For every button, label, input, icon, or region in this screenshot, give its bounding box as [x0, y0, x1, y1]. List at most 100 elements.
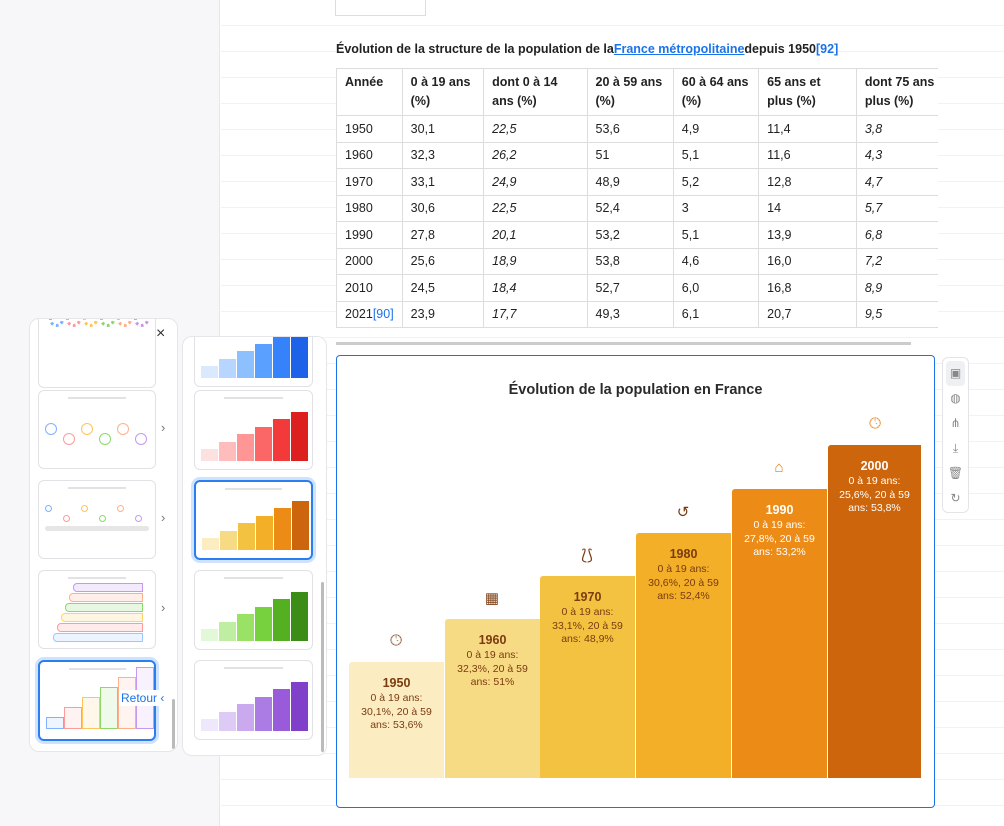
palette-bar	[201, 629, 218, 641]
palette-red[interactable]	[194, 390, 313, 470]
step-bar-1960[interactable]: 1960 0 à 19 ans: 32,3%, 20 à 59 ans: 51%	[445, 619, 540, 778]
palette-bar	[219, 711, 236, 731]
table-cell: 18,9	[483, 247, 588, 275]
table-cell: 2021[90]	[336, 300, 403, 328]
table-cell: 23,9	[401, 300, 485, 328]
palette-bar	[237, 614, 254, 641]
cell-value: 30,6	[410, 201, 436, 216]
table-cell: 12,8	[758, 168, 857, 196]
cell-value: 8,9	[864, 280, 883, 295]
caption-after: depuis 1950	[744, 42, 816, 56]
table-cell: 4,7	[855, 168, 938, 196]
table-cell: 20,7	[758, 300, 857, 328]
palette-bar	[237, 704, 254, 731]
table-cell: 1970	[336, 168, 403, 196]
cell-value: 5,1	[681, 148, 700, 163]
circle-marker	[99, 515, 106, 522]
table-row: 1960 32,3 26,2 51 5,1 11,6 4,3	[336, 141, 938, 169]
table-cell: 2000	[336, 247, 403, 275]
gear-shape	[83, 319, 98, 327]
table-cell: 16,0	[758, 247, 857, 275]
circle-marker	[45, 423, 57, 435]
cell-value: 1960	[345, 148, 373, 163]
step-shape	[64, 707, 82, 729]
uterus-icon: ⟅⟆	[581, 547, 593, 564]
step-bar-1950[interactable]: 1950 0 à 19 ans: 30,1%, 20 à 59 ans: 53,6…	[349, 662, 444, 778]
cell-value: 23,9	[410, 307, 436, 322]
palette-bar	[273, 599, 290, 641]
step-text: 0 à 19 ans: 30,1%, 20 à 59 ans: 53,6%	[361, 692, 432, 731]
column-header: 0 à 19 ans (%)	[401, 68, 485, 116]
cell-value: 2000	[345, 254, 373, 269]
ai-edit-icon[interactable]: ▣	[946, 361, 965, 386]
table-row: 2010 24,5 18,4 52,7 6,0 16,8 8,9	[336, 274, 938, 302]
table-cell: 5,7	[855, 194, 938, 222]
palette-green[interactable]	[194, 570, 313, 650]
cell-value: 5,1	[681, 227, 700, 242]
close-icon[interactable]: ×	[156, 325, 166, 342]
chevron-right-icon[interactable]: ›	[161, 420, 166, 435]
cell-value: 17,7	[492, 307, 517, 322]
back-label: Retour	[121, 691, 158, 705]
palette-bar	[220, 530, 237, 550]
circles-timeline-template[interactable]	[38, 390, 156, 469]
step-bar-1970[interactable]: 1970 0 à 19 ans: 33,1%, 20 à 59 ans: 48,9…	[540, 576, 635, 778]
table-cell: 27,8	[401, 221, 485, 249]
column-header: 60 à 64 ans (%)	[672, 68, 760, 116]
table-cell: 14	[758, 194, 857, 222]
palette-blue[interactable]	[194, 337, 313, 387]
thumb-title-line	[224, 397, 283, 399]
table-cell: 24,9	[483, 168, 588, 196]
table-cell: 4,9	[672, 115, 760, 143]
scrollbar[interactable]	[321, 582, 324, 752]
back-button[interactable]: Retour ‹	[119, 690, 167, 706]
scrollbar[interactable]	[172, 699, 175, 749]
palette-bar	[202, 538, 219, 550]
gear-shape	[134, 319, 149, 327]
palette-bar	[274, 508, 291, 550]
circle-marker	[135, 433, 147, 445]
table-cell: 6,1	[672, 300, 760, 328]
cell-value: 30,1	[410, 121, 436, 136]
gears-template[interactable]	[38, 319, 156, 388]
palette-bar	[201, 366, 218, 378]
table-cell: 1960	[336, 141, 403, 169]
reference-link[interactable]: [92]	[816, 42, 839, 56]
step-bar-2000[interactable]: 2000 0 à 19 ans: 25,6%, 20 à 59 ans: 53,8…	[828, 445, 921, 778]
palette-orange[interactable]	[194, 480, 313, 560]
cell-value: 1980	[345, 201, 373, 216]
circle-marker	[63, 515, 70, 522]
refresh-icon[interactable]: ↻	[950, 491, 961, 505]
layout-icon[interactable]: ⋔	[950, 416, 961, 430]
france-link[interactable]: France métropolitaine	[613, 42, 745, 56]
section-divider	[336, 342, 911, 345]
palette-bar	[237, 434, 254, 461]
column-header: 20 à 59 ans (%)	[586, 68, 674, 116]
table-cell: 5,2	[672, 168, 760, 196]
table-cell: 6,0	[672, 274, 760, 302]
palette-bar	[255, 606, 272, 641]
step-shape	[46, 717, 64, 729]
step-bar-1980[interactable]: 1980 0 à 19 ans: 30,6%, 20 à 59 ans: 52,4…	[636, 533, 731, 778]
road-timeline-template[interactable]	[38, 480, 156, 559]
books-template[interactable]	[38, 570, 156, 649]
cell-value: 12,8	[767, 174, 792, 189]
cell-value: 11,6	[767, 148, 791, 163]
reference-link[interactable]: [90]	[372, 307, 394, 322]
table-cell: 5,1	[672, 221, 760, 249]
table-cell: 52,7	[586, 274, 674, 302]
calendar-icon: ▦	[484, 590, 500, 607]
circle-marker	[135, 515, 142, 522]
table-cell: 2010	[336, 274, 403, 302]
step-bar-1990[interactable]: 1990 0 à 19 ans: 27,8%, 20 à 59 ans: 53,2…	[732, 489, 827, 778]
palette-icon[interactable]: ◍	[950, 391, 961, 405]
cell-value: 24,9	[492, 174, 517, 189]
chevron-right-icon[interactable]: ›	[161, 510, 166, 525]
infographic-card[interactable]: Évolution de la population en France 195…	[336, 355, 935, 808]
palette-purple[interactable]	[194, 660, 313, 740]
download-icon[interactable]: ⤓	[952, 441, 959, 455]
step-text: 0 à 19 ans: 25,6%, 20 à 59 ans: 53,8%	[839, 475, 910, 514]
chevron-right-icon[interactable]: ›	[161, 600, 166, 615]
step-year: 1990	[765, 503, 794, 517]
trash-icon[interactable]: 🗑︎	[947, 466, 964, 480]
